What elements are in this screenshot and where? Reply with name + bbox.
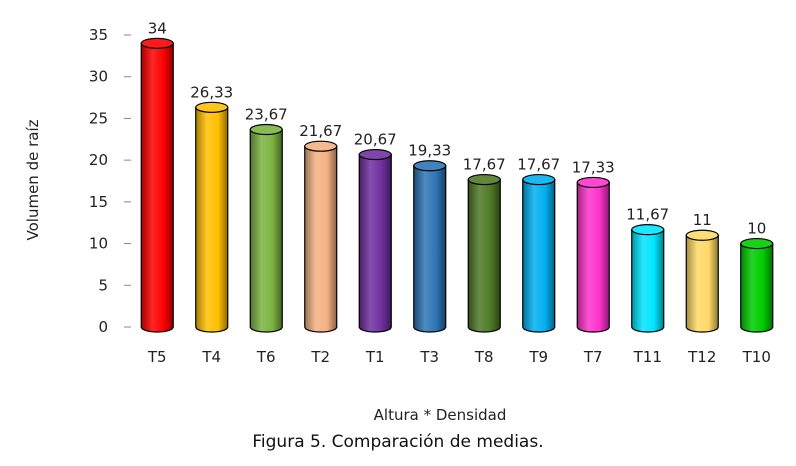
y-tick-label-4: 20 <box>89 151 108 169</box>
figure-caption: Figura 5. Comparación de medias. <box>252 432 544 452</box>
data-label-T5: 34 <box>148 19 167 37</box>
y-axis: 0 5 10 15 20 25 30 35 <box>89 26 131 336</box>
bar-body-T10 <box>740 242 774 333</box>
data-label-T7: 17,33 <box>572 158 615 176</box>
y-tick-label-6: 30 <box>89 68 108 86</box>
x-tick-label-T6: T6 <box>256 348 276 366</box>
bar-T9 <box>522 173 556 333</box>
bar-top-T10 <box>740 237 774 250</box>
y-tick-label-3: 15 <box>89 193 108 211</box>
x-tick-label-T12: T12 <box>687 348 716 366</box>
bar-body-T2 <box>304 145 338 333</box>
bar-T8 <box>467 173 501 333</box>
data-label-T8: 17,67 <box>463 156 506 174</box>
y-tick-label-0: 0 <box>98 318 108 336</box>
y-tick-label-1: 5 <box>98 276 108 294</box>
bar-top-T5 <box>140 37 174 49</box>
bar-T11 <box>631 224 665 333</box>
bar-T6 <box>249 123 283 333</box>
bar-top-T9 <box>522 173 556 186</box>
bar-T7 <box>576 176 610 333</box>
bars <box>140 37 774 333</box>
bar-T12 <box>685 229 719 333</box>
bar-body-T6 <box>249 128 283 333</box>
bar-top-T12 <box>685 229 719 241</box>
x-axis-title: Altura * Densidad <box>374 406 507 424</box>
y-tick-label-5: 25 <box>89 109 108 127</box>
data-label-T2: 21,67 <box>299 122 342 140</box>
bar-body-T1 <box>358 153 392 333</box>
bar-top-T11 <box>631 224 665 236</box>
x-tick-label-T5: T5 <box>147 348 167 366</box>
bar-top-T3 <box>413 160 447 172</box>
y-tick-label-7: 35 <box>89 26 108 44</box>
x-tick-label-T1: T1 <box>365 348 385 366</box>
bar-body-T4 <box>195 106 229 333</box>
bar-top-T2 <box>304 140 338 152</box>
bar-body-T12 <box>685 234 719 333</box>
data-label-T11: 11,67 <box>626 206 669 224</box>
bar-T4 <box>195 101 229 333</box>
data-label-T10: 10 <box>747 220 766 238</box>
data-label-T4: 26,33 <box>190 83 233 101</box>
x-tick-label-T4: T4 <box>201 348 221 366</box>
x-tick-label-T2: T2 <box>310 348 330 366</box>
data-labels: 34 26,33 23,67 21,67 20,67 19,33 17,67 17,67 17,… <box>148 19 767 237</box>
data-label-T9: 17,67 <box>517 156 560 174</box>
bar-top-T6 <box>249 123 283 136</box>
y-tick-label-2: 10 <box>89 235 108 253</box>
y-axis-title: Volumen de raíz <box>24 119 42 240</box>
data-label-T1: 20,67 <box>354 131 397 149</box>
bar-top-T1 <box>358 148 392 161</box>
bar-body-T9 <box>522 178 556 333</box>
data-label-T6: 23,67 <box>245 106 288 124</box>
bar-body-T8 <box>467 178 501 333</box>
bar-T2 <box>304 140 338 333</box>
x-tick-label-T10: T10 <box>742 348 771 366</box>
x-axis-ticks: T5 T4 T6 T2 T1 T3 T8 T9 T7 T11 T12 T10 <box>147 348 771 366</box>
bar-body-T11 <box>631 229 665 333</box>
x-tick-label-T7: T7 <box>583 348 603 366</box>
data-label-T12: 11 <box>693 211 712 229</box>
bar-T1 <box>358 148 392 333</box>
bar-top-T8 <box>467 173 501 186</box>
bar-body-T5 <box>140 42 174 333</box>
data-label-T3: 19,33 <box>408 142 451 160</box>
bar-T3 <box>413 160 447 333</box>
x-tick-label-T3: T3 <box>419 348 439 366</box>
bar-T10 <box>740 237 774 333</box>
bar-T5 <box>140 37 174 333</box>
bar-top-T4 <box>195 101 229 113</box>
x-tick-label-T11: T11 <box>633 348 662 366</box>
bar-body-T3 <box>413 165 447 333</box>
bar-top-T7 <box>576 176 610 189</box>
x-tick-label-T9: T9 <box>528 348 548 366</box>
bar-body-T7 <box>576 181 610 333</box>
x-tick-label-T8: T8 <box>474 348 494 366</box>
